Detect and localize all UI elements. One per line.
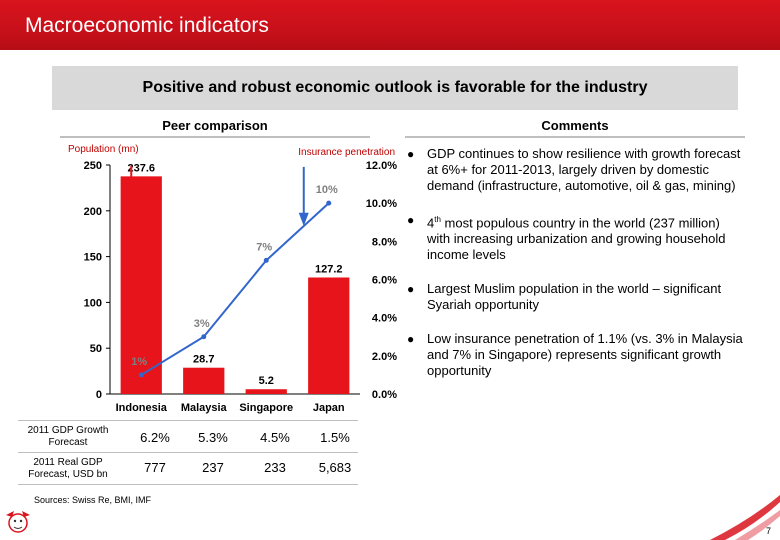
left-tick-label: 250 [84, 160, 102, 172]
category-label: Malaysia [181, 402, 228, 414]
comment-item: ● Largest Muslim population in the world… [405, 281, 745, 313]
right-tick-label: 0.0% [372, 389, 397, 401]
bar-value-label: 127.2 [315, 263, 343, 275]
table-cell: 5,683 [318, 460, 352, 475]
comment-text: most populous country in the world (237 … [427, 215, 726, 263]
chart-bar [120, 176, 162, 394]
right-tick-label: 12.0% [366, 160, 397, 172]
comment-text: GDP continues to show resilience with gr… [427, 146, 741, 193]
row-label: 2011 Real GDP Forecast, USD bn [28, 457, 108, 480]
left-tick-label: 50 [90, 343, 102, 355]
table-cell: 777 [144, 460, 166, 475]
peer-comparison-chart: Population (mn) Insurance penetration 0 5… [68, 144, 397, 414]
penetration-label: 7% [256, 241, 272, 253]
right-tick-label: 6.0% [372, 275, 397, 287]
comment-item: ● 4th most populous country in the world… [405, 212, 745, 263]
comment-text: Largest Muslim population in the world –… [427, 281, 722, 313]
penetration-point [201, 334, 207, 340]
headline-banner: Positive and robust economic outlook is … [52, 66, 738, 110]
left-heading-divider [60, 136, 370, 138]
right-axis-title: Insurance penetration [298, 147, 395, 158]
table-cell: 5.3% [198, 430, 228, 445]
penetration-point [263, 257, 269, 263]
penetration-line [140, 202, 330, 376]
table-cell: 4.5% [260, 430, 290, 445]
right-tick-label: 8.0% [372, 236, 397, 248]
page-title: Macroeconomic indicators [25, 14, 269, 37]
right-heading-divider [405, 136, 745, 138]
penetration-label: 10% [316, 184, 338, 196]
left-tick-label: 0 [96, 389, 102, 401]
category-label: Japan [313, 402, 345, 414]
bullet-icon: ● [407, 282, 415, 297]
bar-value-label: 28.7 [193, 354, 214, 366]
chart-bar [308, 277, 350, 394]
bar-value-label: 5.2 [259, 375, 274, 387]
table-divider [18, 420, 358, 421]
table-cell: 1.5% [320, 430, 350, 445]
page-number: 7 [766, 526, 772, 536]
category-label: Singapore [239, 402, 293, 414]
table-row: 2011 Real GDP Forecast, USD bn 777 237 2… [18, 454, 368, 486]
penetration-point [138, 372, 144, 378]
annotation-arrowhead-red [127, 185, 136, 193]
category-label: Indonesia [116, 402, 168, 414]
bar-value-label: 237.6 [127, 162, 155, 174]
table-cell: 237 [202, 460, 224, 475]
peer-comparison-heading: Peer comparison [162, 118, 268, 133]
title-bar: Macroeconomic indicators [0, 0, 780, 50]
sources-note: Sources: Swiss Re, BMI, IMF [34, 495, 152, 505]
comments-list: ● GDP continues to show resilience with … [405, 146, 745, 397]
comment-rank-suffix: th [434, 215, 441, 224]
bullet-icon: ● [407, 332, 415, 347]
comment-rank: 4 [427, 215, 435, 231]
table-cell: 6.2% [140, 430, 170, 445]
left-axis-title: Population (mn) [68, 144, 139, 155]
bullet-icon: ● [407, 213, 415, 227]
table-row: 2011 GDP Growth Forecast 6.2% 5.3% 4.5% … [18, 422, 368, 454]
annotation-arrowhead-blue [298, 212, 309, 227]
corner-swoosh-icon [710, 495, 780, 540]
chart-bar [183, 367, 225, 394]
chart-bar [245, 389, 287, 394]
mascot-logo-icon [6, 511, 30, 533]
bullet-icon: ● [407, 147, 415, 161]
right-tick-label: 4.0% [372, 313, 397, 325]
table-cell: 233 [264, 460, 286, 475]
row-label: 2011 GDP Growth Forecast [27, 425, 109, 448]
left-tick-label: 150 [84, 252, 102, 264]
comment-text: Low insurance penetration of 1.1% (vs. 3… [427, 331, 743, 379]
right-tick-label: 2.0% [372, 351, 397, 363]
table-divider [18, 452, 358, 453]
left-tick-label: 100 [84, 297, 102, 309]
comment-item: ● GDP continues to show resilience with … [405, 146, 745, 194]
headline-text: Positive and robust economic outlook is … [142, 79, 648, 96]
penetration-label: 3% [194, 318, 210, 330]
comments-heading: Comments [541, 118, 609, 133]
penetration-label: 1% [131, 356, 147, 368]
right-tick-label: 10.0% [366, 198, 397, 210]
table-divider [18, 484, 358, 485]
penetration-point [326, 200, 332, 206]
left-tick-label: 200 [84, 206, 102, 218]
comment-item: ● Low insurance penetration of 1.1% (vs.… [405, 331, 745, 379]
